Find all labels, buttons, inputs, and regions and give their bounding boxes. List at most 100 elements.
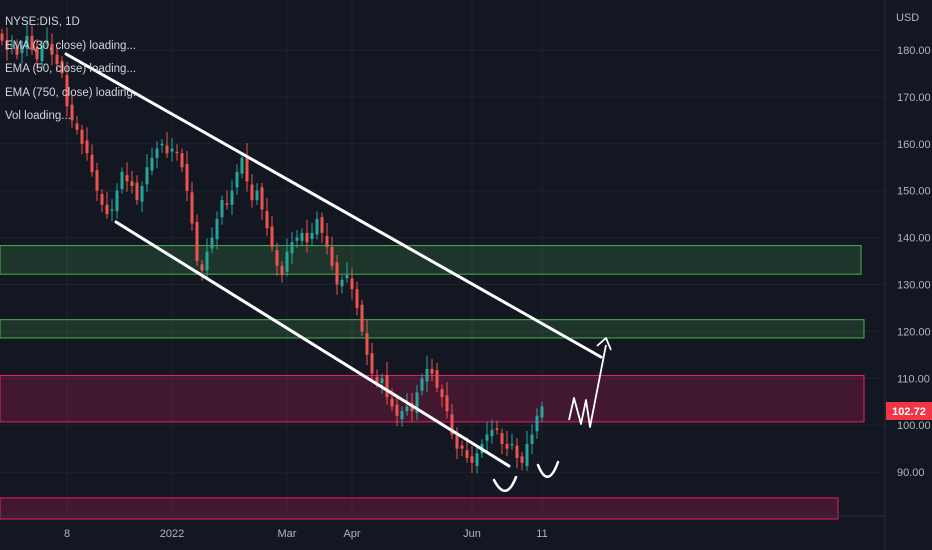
candle-body xyxy=(275,250,279,266)
candle-body xyxy=(485,434,489,441)
price-tick-label: 130.00 xyxy=(897,280,931,292)
candle-body xyxy=(220,200,224,218)
time-tick-label: 11 xyxy=(536,528,547,540)
candle-body xyxy=(325,236,329,247)
candle-body xyxy=(15,46,19,55)
candle-body xyxy=(10,45,14,47)
candle-body xyxy=(490,429,494,437)
candle-body xyxy=(45,40,49,44)
time-tick-label: Mar xyxy=(278,528,297,540)
indicator-ema-750[interactable]: EMA (750, close) loading... xyxy=(5,86,143,99)
candle-body xyxy=(35,46,39,60)
price-tick-label: 90.00 xyxy=(897,467,925,479)
candle-body xyxy=(515,445,519,459)
price-tick-label: 110.00 xyxy=(897,373,930,385)
candle-body xyxy=(185,163,189,191)
indicator-ema-30[interactable]: EMA (30, close) loading... xyxy=(5,39,137,52)
projection-arrow-head xyxy=(596,337,612,351)
candle-body xyxy=(225,203,229,205)
trend-drawings xyxy=(64,52,612,492)
candle-body xyxy=(150,157,154,171)
symbol-title[interactable]: NYSE:DIS, 1D xyxy=(5,16,80,28)
last-price-tag: 102.72 xyxy=(886,402,932,420)
candle-body xyxy=(520,456,524,463)
candle-body xyxy=(90,154,94,172)
candle-body xyxy=(120,171,124,190)
candles xyxy=(0,22,544,474)
candle-body xyxy=(230,190,234,205)
candle-body xyxy=(165,145,169,154)
candle-body xyxy=(320,217,324,233)
candle-body xyxy=(450,414,454,435)
candle-body xyxy=(55,54,59,65)
candle-body xyxy=(210,237,214,249)
double-bottom-left-curve xyxy=(492,475,518,492)
price-tick-label: 100.00 xyxy=(897,420,931,432)
candle-body xyxy=(295,237,299,241)
candle-body xyxy=(360,304,364,332)
candle-body xyxy=(205,251,209,271)
candle-body xyxy=(335,262,339,285)
candle-body xyxy=(100,193,104,205)
candle-body xyxy=(330,246,334,266)
candle-body xyxy=(530,434,534,444)
candle-body xyxy=(340,279,344,287)
resistance-zone xyxy=(0,374,865,423)
candle-body xyxy=(65,75,69,107)
candle-body xyxy=(460,445,464,449)
channel-upper-trendline xyxy=(64,52,603,359)
candle-body xyxy=(70,104,74,121)
candle-body xyxy=(310,232,314,240)
price-tick-label: 170.00 xyxy=(897,92,931,104)
candle-body xyxy=(60,60,64,74)
price-tick-label: 150.00 xyxy=(897,186,931,198)
candle-body xyxy=(195,221,199,262)
last-price-label: 102.72 xyxy=(892,406,926,418)
candle-body xyxy=(370,353,374,374)
candle-body xyxy=(525,443,529,467)
candle-body xyxy=(260,187,264,210)
candle-body xyxy=(350,278,354,290)
time-tick-label: Jun xyxy=(463,528,481,540)
candle-body xyxy=(110,209,114,211)
candle-body xyxy=(415,392,419,413)
candle-body xyxy=(85,140,89,154)
candle-body xyxy=(540,406,544,418)
candle-body xyxy=(115,190,119,212)
indicator-volume[interactable]: Vol loading... xyxy=(5,110,71,122)
candle-body xyxy=(180,153,184,168)
candle-body xyxy=(385,375,389,398)
candle-body xyxy=(155,148,159,158)
candle-body xyxy=(535,415,539,432)
support-zone xyxy=(0,319,865,339)
candle-body xyxy=(0,33,4,41)
candle-body xyxy=(245,156,249,182)
candle-body xyxy=(175,151,179,154)
candle-body xyxy=(280,265,284,276)
candle-body xyxy=(135,182,139,201)
candle-body xyxy=(405,406,409,412)
candle-body xyxy=(95,170,99,191)
candle-body xyxy=(365,333,369,355)
candle-body xyxy=(170,148,174,152)
chart-legend: NYSE:DIS, 1D EMA (30, close) loading... … xyxy=(5,11,142,129)
candle-body xyxy=(425,368,429,382)
candle-body xyxy=(455,434,459,449)
channel-lower-trendline xyxy=(114,220,511,468)
candle-body xyxy=(265,211,269,229)
candle-body xyxy=(145,167,149,185)
candle-body xyxy=(510,443,514,446)
candle-body xyxy=(380,378,384,383)
candle-body xyxy=(270,226,274,247)
candle-body xyxy=(505,443,509,449)
candle-body xyxy=(200,264,204,271)
time-tick-label: 2022 xyxy=(160,528,184,540)
indicator-ema-50[interactable]: EMA (50, close) loading... xyxy=(5,63,137,75)
candle-body xyxy=(215,218,219,240)
candle-body xyxy=(250,184,254,201)
candle-body xyxy=(105,204,109,215)
price-tick-label: 160.00 xyxy=(897,139,931,151)
candle-body xyxy=(50,43,54,55)
candle-body xyxy=(390,398,394,407)
